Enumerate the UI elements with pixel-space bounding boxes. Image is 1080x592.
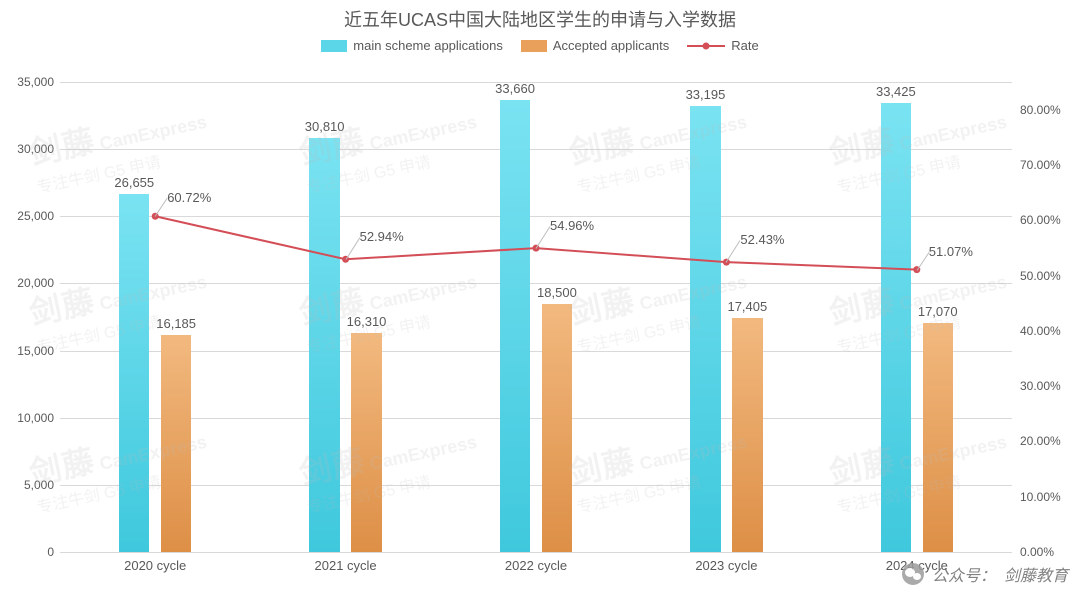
- y-right-tick-label: 30.00%: [1012, 379, 1061, 393]
- x-tick-label: 2021 cycle: [315, 552, 377, 573]
- legend-item: Accepted applicants: [521, 38, 669, 53]
- y-left-tick-label: 25,000: [17, 209, 60, 223]
- y-right-tick-label: 20.00%: [1012, 434, 1061, 448]
- y-right-tick-label: 40.00%: [1012, 324, 1061, 338]
- legend: main scheme applications Accepted applica…: [0, 38, 1080, 53]
- legend-label: Accepted applicants: [553, 38, 669, 53]
- legend-line-swatch: [687, 40, 725, 52]
- y-right-tick-label: 10.00%: [1012, 490, 1061, 504]
- chart-title: 近五年UCAS中国大陆地区学生的申请与入学数据: [0, 0, 1080, 32]
- rate-value-label: 60.72%: [167, 190, 211, 205]
- footer-credit: 公众号： 剑藤教育: [902, 562, 1068, 586]
- plot-inner: 05,00010,00015,00020,00025,00030,00035,0…: [60, 82, 1012, 552]
- wechat-icon: [902, 563, 924, 585]
- y-left-tick-label: 0: [47, 545, 60, 559]
- y-right-tick-label: 60.00%: [1012, 213, 1061, 227]
- legend-swatch: [521, 40, 547, 52]
- footer-name: 剑藤教育: [1004, 562, 1068, 586]
- y-right-tick-label: 0.00%: [1012, 545, 1054, 559]
- x-tick-label: 2022 cycle: [505, 552, 567, 573]
- y-left-tick-label: 30,000: [17, 142, 60, 156]
- x-tick-label: 2020 cycle: [124, 552, 186, 573]
- legend-item: Rate: [687, 38, 758, 53]
- rate-line: [60, 82, 1012, 552]
- y-right-tick-label: 80.00%: [1012, 103, 1061, 117]
- footer-prefix: 公众号：: [932, 562, 996, 586]
- legend-item: main scheme applications: [321, 38, 503, 53]
- y-left-tick-label: 15,000: [17, 344, 60, 358]
- y-right-tick-label: 50.00%: [1012, 269, 1061, 283]
- rate-value-label: 52.94%: [360, 229, 404, 244]
- rate-value-label: 54.96%: [550, 218, 594, 233]
- legend-swatch: [321, 40, 347, 52]
- plot-area: 05,00010,00015,00020,00025,00030,00035,0…: [60, 82, 1012, 552]
- y-left-tick-label: 20,000: [17, 276, 60, 290]
- y-left-tick-label: 35,000: [17, 75, 60, 89]
- y-left-tick-label: 10,000: [17, 411, 60, 425]
- y-right-tick-label: 70.00%: [1012, 158, 1061, 172]
- x-tick-label: 2023 cycle: [695, 552, 757, 573]
- rate-value-label: 52.43%: [740, 232, 784, 247]
- y-left-tick-label: 5,000: [24, 478, 60, 492]
- chart-root: 近五年UCAS中国大陆地区学生的申请与入学数据 main scheme appl…: [0, 0, 1080, 592]
- legend-label: Rate: [731, 38, 758, 53]
- rate-value-label: 51.07%: [929, 244, 973, 259]
- legend-label: main scheme applications: [353, 38, 503, 53]
